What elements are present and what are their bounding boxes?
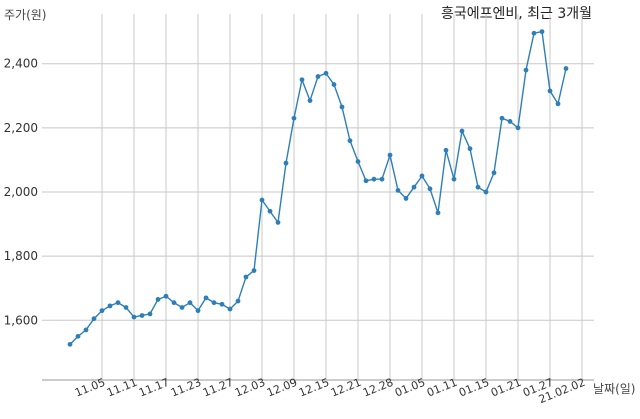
- data-point: [275, 220, 281, 225]
- data-point: [419, 173, 425, 179]
- data-point: [347, 138, 353, 144]
- data-point: [307, 98, 313, 103]
- data-point: [131, 314, 137, 320]
- data-point: [171, 300, 177, 306]
- data-point: [235, 298, 241, 304]
- x-tick-label: 01.21: [489, 376, 523, 400]
- data-point: [75, 333, 81, 339]
- data-point: [467, 146, 473, 152]
- y-axis-label: 주가(원): [4, 8, 47, 22]
- vertical-gridlines: [101, 14, 583, 380]
- x-tick-label: 11.27: [201, 376, 235, 400]
- data-point: [491, 170, 497, 176]
- x-tick-label: 12.28: [361, 376, 395, 400]
- data-point: [243, 274, 249, 280]
- data-point: [547, 88, 553, 94]
- data-point: [91, 316, 97, 322]
- data-point: [387, 152, 393, 158]
- data-point: [179, 305, 185, 310]
- data-point: [267, 208, 273, 214]
- data-point: [211, 300, 217, 306]
- y-tick-label: 2,000: [4, 185, 38, 199]
- data-point: [395, 187, 401, 193]
- data-point: [411, 184, 417, 190]
- data-point: [187, 300, 193, 306]
- data-point: [531, 30, 537, 36]
- data-point: [483, 189, 489, 195]
- data-point: [507, 119, 513, 124]
- x-tick-label: 01.15: [457, 376, 491, 400]
- data-point: [331, 82, 337, 87]
- data-point: [139, 313, 145, 318]
- data-point: [115, 300, 121, 306]
- data-point: [371, 176, 377, 182]
- x-tick-label: 01.11: [425, 376, 459, 400]
- data-point: [283, 160, 289, 166]
- data-point: [123, 305, 129, 310]
- data-point: [515, 125, 521, 131]
- data-point: [451, 176, 457, 182]
- data-point: [251, 268, 257, 273]
- data-point: [475, 184, 481, 190]
- x-tick-label: 12.09: [265, 376, 299, 400]
- data-point: [195, 308, 201, 314]
- y-tick-label: 2,400: [4, 57, 38, 71]
- data-point: [539, 29, 545, 35]
- data-point: [99, 308, 105, 314]
- data-point: [259, 197, 265, 203]
- chart-title: 흥국에프엔비, 최근 3개월: [440, 6, 592, 22]
- y-tick-label: 2,200: [4, 121, 38, 135]
- data-point: [107, 303, 113, 309]
- data-point: [363, 178, 369, 184]
- data-point: [163, 293, 169, 299]
- data-point: [435, 210, 441, 216]
- x-tick-label: 11.17: [137, 376, 171, 400]
- data-point: [147, 311, 153, 317]
- data-point: [227, 306, 233, 312]
- data-point: [499, 115, 505, 121]
- x-tick-label: 11.23: [169, 376, 203, 400]
- data-point: [555, 101, 561, 107]
- data-point: [339, 104, 345, 110]
- data-point: [203, 295, 209, 301]
- data-point: [299, 77, 305, 83]
- x-tick-label: 11.11: [105, 376, 139, 400]
- y-tick-label: 1,800: [4, 249, 38, 263]
- data-point: [315, 74, 321, 79]
- data-point: [427, 186, 433, 192]
- x-tick-label: 11.05: [73, 376, 107, 400]
- data-point: [291, 115, 297, 121]
- data-point: [219, 301, 225, 307]
- data-point: [155, 297, 161, 302]
- data-point: [403, 196, 409, 201]
- data-point: [523, 67, 529, 73]
- y-tick-labels: 1,600 1,800 2,000 2,200 2,400: [4, 57, 38, 328]
- data-point: [323, 70, 329, 76]
- x-tick-label: 12.21: [329, 376, 363, 400]
- x-tick-label: 01.05: [393, 376, 427, 400]
- y-tick-label: 1,600: [4, 313, 38, 327]
- data-point: [379, 176, 385, 182]
- data-point: [459, 128, 465, 134]
- x-tick-label: 12.15: [297, 376, 331, 400]
- horizontal-gridlines: [42, 63, 594, 321]
- price-points: [67, 29, 569, 347]
- data-point: [355, 159, 361, 164]
- x-axis-label: 날짜(일): [593, 382, 636, 396]
- x-tick-label: 12.03: [233, 376, 267, 400]
- data-point: [67, 341, 73, 347]
- data-point: [443, 147, 449, 153]
- data-point: [563, 66, 569, 71]
- data-point: [83, 327, 89, 333]
